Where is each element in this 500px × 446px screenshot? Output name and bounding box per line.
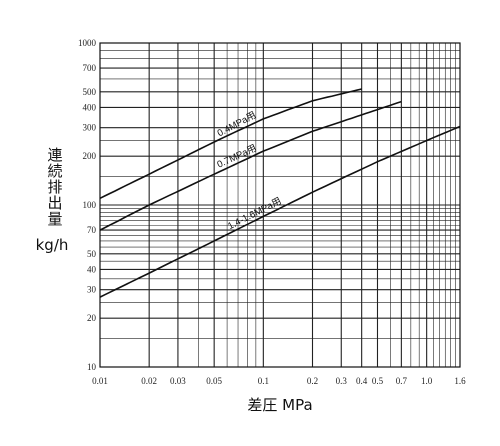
series-line [99,100,402,231]
y-tick-label: 400 [83,102,97,112]
y-axis-label-char: 連 [47,146,62,164]
y-axis-label-char: 出 [47,194,62,212]
series-label: 1.4-1.6MPa用 [226,196,283,232]
x-tick-label: 0.7 [396,376,408,386]
x-tick-label: 0.4 [356,376,368,386]
y-axis-label-char: 量 [47,210,62,228]
y-tick-label: 70 [87,225,97,235]
y-tick-label: 300 [83,123,97,133]
x-axis-label: 差圧 MPa [247,396,312,414]
y-tick-label: 100 [83,200,97,210]
plot-area-border [99,42,461,368]
y-tick-label: 40 [87,264,97,274]
grid-lines [100,43,460,367]
tick-labels: 0.01 0.02 0.03 0.05 0.1 0.2 0.3 0.4 0.5 0.7 1.0 1.6… [78,38,466,386]
x-tick-label: 0.3 [336,376,348,386]
y-axis-unit-label: kg/h [36,236,69,254]
series-line [99,125,461,298]
y-tick-label: 1000 [78,38,97,48]
x-tick-label: 0.01 [92,376,108,386]
y-axis-label-char: 続 [47,162,62,180]
y-tick-label: 700 [83,63,97,73]
x-tick-label: 0.2 [307,376,318,386]
x-tick-label: 0.02 [141,376,157,386]
y-tick-label: 50 [87,249,97,259]
x-tick-label: 1.6 [454,376,466,386]
x-tick-label: 0.03 [170,376,186,386]
series-line [99,88,362,200]
y-tick-label: 20 [87,313,97,323]
x-tick-label: 0.05 [206,376,222,386]
y-tick-label: 200 [83,151,97,161]
x-tick-label: 0.1 [258,376,269,386]
x-tick-label: 0.5 [372,376,384,386]
y-tick-label: 10 [87,362,97,372]
y-axis-label-char: 排 [47,178,62,196]
x-tick-label: 1.0 [421,376,433,386]
y-tick-label: 500 [83,87,97,97]
y-tick-label: 30 [87,285,97,295]
